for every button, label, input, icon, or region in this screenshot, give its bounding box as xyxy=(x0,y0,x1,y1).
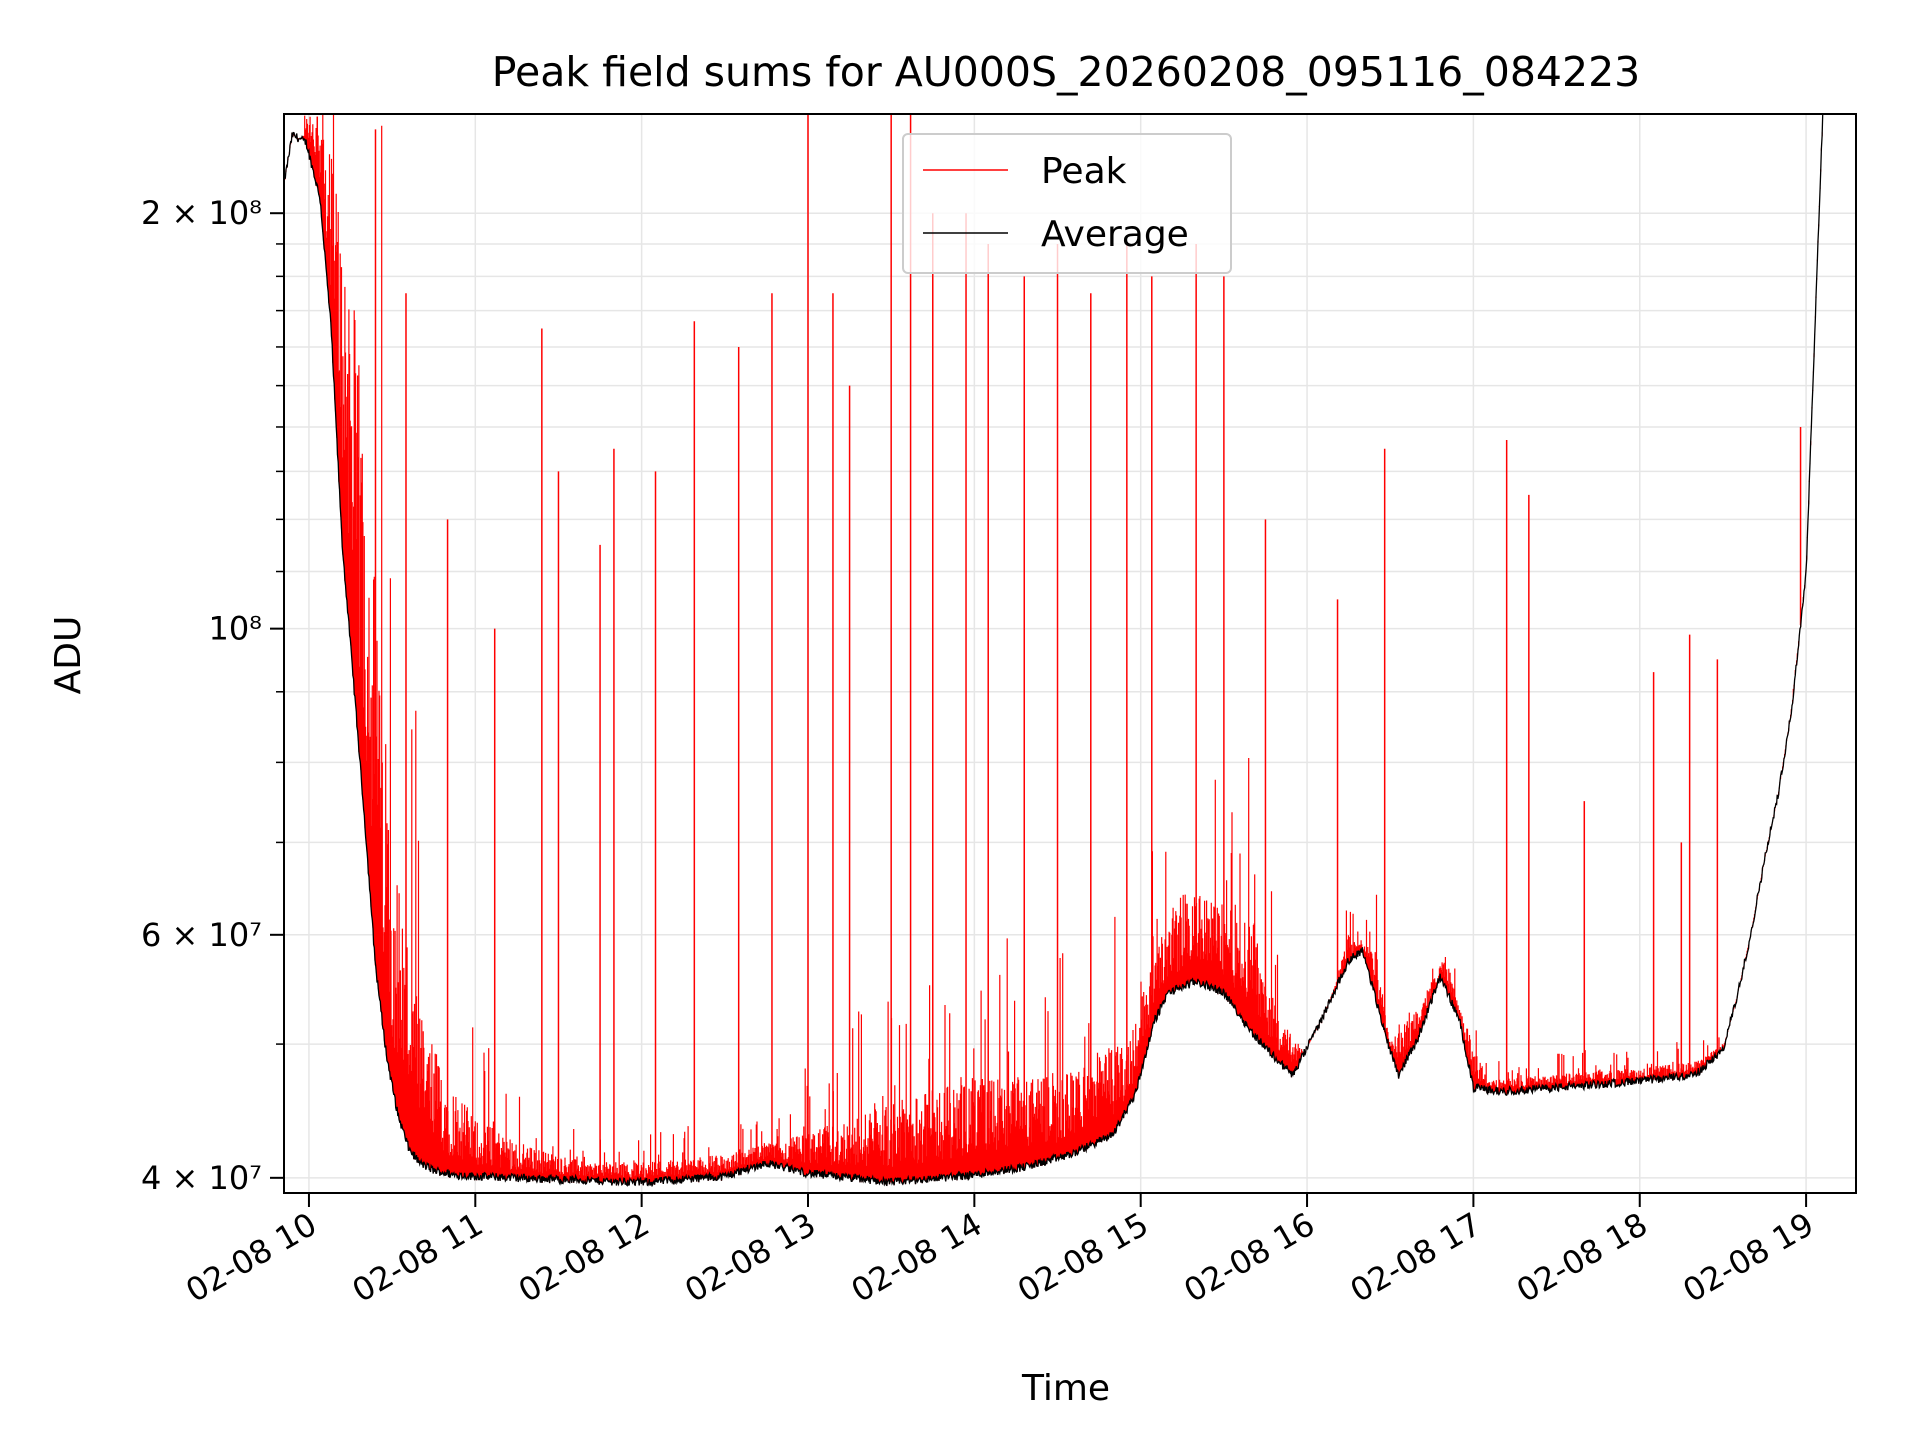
plot-frame xyxy=(283,113,1857,1194)
legend-peak-label: Peak xyxy=(1041,151,1127,192)
average-series-line xyxy=(284,114,1824,1188)
plot-series xyxy=(284,114,1824,1188)
grid xyxy=(284,114,1856,1193)
legend-box xyxy=(902,133,1232,274)
x-axis-label: Time xyxy=(1021,1368,1110,1409)
y-axis-label: ADU xyxy=(48,616,89,695)
y-tick-label: 6 × 10⁷ xyxy=(141,916,262,954)
y-tick-label: 10⁸ xyxy=(208,610,262,648)
y-tick-label: 4 × 10⁷ xyxy=(141,1159,262,1197)
y-tick-label: 2 × 10⁸ xyxy=(141,194,262,232)
chart-title: Peak field sums for AU000S_20260208_0951… xyxy=(492,48,1641,96)
legend: Peak Average xyxy=(902,133,1232,274)
legend-average-label: Average xyxy=(1041,214,1189,255)
